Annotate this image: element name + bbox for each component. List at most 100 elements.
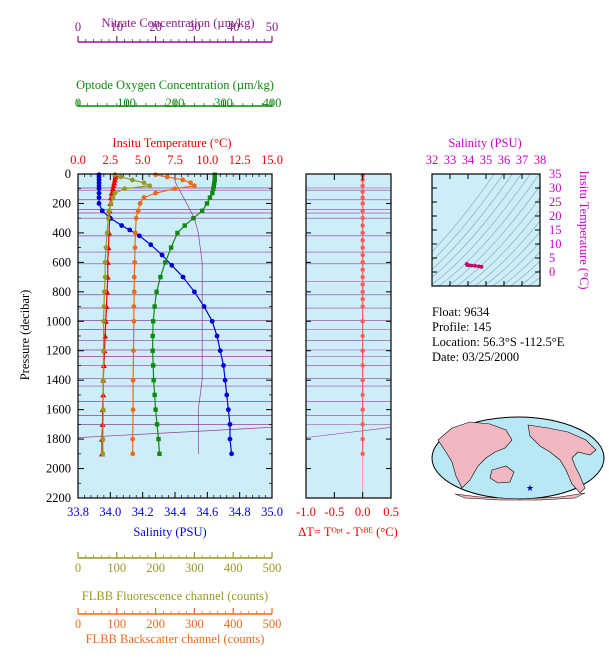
fluorescence-point [102,259,108,265]
salinity-point [119,223,125,228]
temperature-tick-label: 15.0 [261,153,283,167]
salinity-point [229,451,234,457]
ts-x-tick-label: 35 [480,153,493,167]
float-info-panel: Float: 9634 Profile: 145 Location: 56.3°… [432,305,602,365]
backscatter-point [131,318,137,324]
ts-y-tick-label: 10 [549,237,562,251]
delta-t-point [360,436,365,442]
ts-x-tick-label: 38 [534,153,547,167]
backscatter-point [130,436,136,442]
salinity-tick-label: 34.6 [196,505,218,519]
delta-t-point [360,304,365,309]
pressure-tick-label: 1000 [46,314,71,328]
oxygen-point [150,363,156,368]
delta-t-point [360,296,365,302]
backscatter-point [130,377,136,383]
ts-point [479,264,484,269]
fluorescence-tick-label: 0 [75,561,81,575]
backscatter-axis-title: FLBB Backscatter channel (counts) [86,632,265,646]
temperature-tick-label: 7.5 [167,153,183,167]
oxygen-tick-label: 300 [214,96,233,110]
ts-y-tick-label: 25 [549,195,562,209]
pressure-tick-label: 1600 [46,403,71,417]
world-map-inset: ★ [431,416,605,501]
delta-t-point [360,451,365,457]
salinity-point [209,318,215,324]
delta-t-point [360,223,365,228]
fluorescence-point [102,274,108,280]
backscatter-tick-label: 300 [185,617,204,631]
fluorescence-point [129,177,135,183]
salinity-tick-label: 33.8 [67,505,89,519]
salinity-point [192,289,197,295]
delta-t-point [360,348,365,353]
salinity-point [96,190,102,196]
ts-density-contour [432,174,495,253]
fluorescence-tick-label: 200 [146,561,165,575]
oxygen-point [154,289,159,295]
pressure-tick-label: 2200 [46,491,71,505]
oxygen-point [154,422,160,427]
main-plot-frame [77,173,273,499]
salinity-point [96,186,102,192]
fluorescence-tick-label: 500 [263,561,282,575]
backscatter-point [137,201,143,206]
ts-density-contour [447,185,540,286]
oxygen-point [212,177,217,183]
backscatter-point [130,451,136,457]
delta-t-point [360,333,365,339]
ts-density-contour [432,174,504,262]
oxygen-point [212,172,217,177]
fluorescence-tick-label: 300 [185,561,204,575]
temperature-tick-label: 5.0 [135,153,151,167]
ts-density-contour [474,220,540,286]
map-landmass-americas [527,424,597,494]
delta-t-point [360,377,365,383]
profile-number: Profile: 145 [432,320,492,334]
nitrate-tick-label: 20 [149,20,162,34]
delta-t-point [360,183,365,188]
temperature-point [110,182,117,189]
salinity-point [137,233,142,239]
pressure-tick-label: 1400 [46,373,71,387]
ts-x-tick-label: 32 [426,153,439,167]
fluorescence-point [100,451,106,457]
backscatter-tick-label: 100 [107,617,126,631]
ts-density-contour [456,197,540,286]
oxygen-point [211,186,216,191]
delta-t-point [360,392,365,398]
nitrate-series-line [174,174,203,454]
fluorescence-point [110,195,116,200]
salinity-point [225,407,231,413]
delta-t-tick-label: 0.5 [383,505,399,519]
temperature-tick-label: 0.0 [70,153,86,167]
oxygen-tick-label: 0 [75,96,81,110]
oxygen-point [168,245,174,250]
pressure-tick-label: 2000 [46,462,71,476]
map-landmass-australia [489,465,515,484]
delta-t-point [360,407,365,412]
oxygen-point [207,195,213,200]
oxygen-point [158,274,163,280]
pressure-tick-label: 1800 [46,432,71,446]
backscatter-point [141,195,147,200]
delta-t-point [360,201,365,206]
oxygen-point [153,407,158,412]
temperature-tick-label: 2.5 [103,153,119,167]
oxygen-point [211,183,216,188]
oxygen-point [199,208,205,214]
delta-t-point [360,215,365,221]
ts-y-tick-label: 20 [549,209,562,223]
salinity-point [214,333,220,339]
salinity-tick-label: 34.0 [99,505,121,519]
fluorescence-tick-label: 100 [107,561,126,575]
oxygen-tick-label: 400 [263,96,282,110]
delta-t-point [360,260,365,265]
ts-density-contour [465,209,540,286]
backscatter-point [153,190,159,196]
ts-x-tick-label: 36 [498,153,511,167]
delta-t-point [360,189,365,194]
ts-x-tick-label: 34 [462,153,475,167]
oxygen-point [150,348,155,353]
